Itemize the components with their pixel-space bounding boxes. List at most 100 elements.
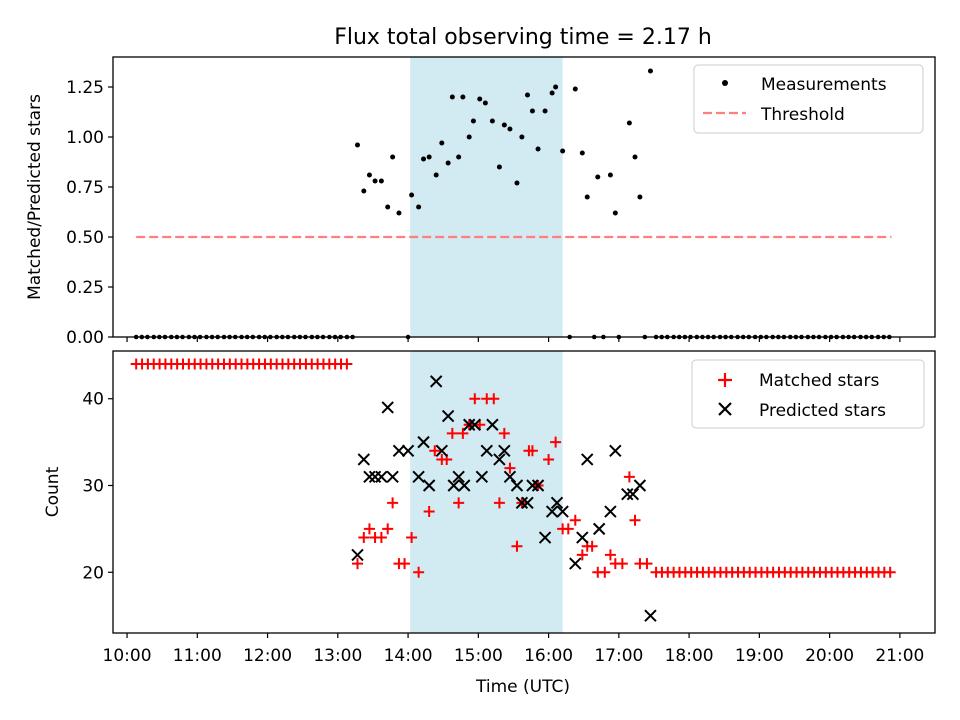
- measurement-point: [529, 108, 535, 114]
- predicted-star-marker: [576, 531, 589, 544]
- x-tick-label: 13:00: [313, 646, 362, 666]
- legend-predicted-label: Predicted stars: [759, 401, 886, 421]
- measurement-point: [496, 164, 502, 170]
- measurement-point: [535, 146, 541, 152]
- bottom-y-axis-label: Count: [43, 466, 63, 517]
- predicted-star-marker: [452, 470, 465, 484]
- matched-star-marker: [423, 506, 435, 518]
- legend-measurements-marker: [722, 80, 728, 86]
- bottom-y-tick-label: 20: [82, 563, 104, 583]
- x-tick-label: 20:00: [805, 646, 854, 666]
- measurement-point: [470, 118, 476, 124]
- bottom-legend-box: [691, 359, 925, 429]
- predicted-star-marker: [545, 505, 559, 518]
- matched-star-marker: [498, 427, 510, 439]
- measurement-point: [390, 154, 396, 160]
- legend-matched-marker: [718, 373, 732, 387]
- measurement-point: [519, 134, 525, 140]
- predicted-star-marker: [510, 479, 524, 492]
- x-tick-label: 21:00: [875, 646, 924, 666]
- predicted-star-marker: [386, 470, 399, 484]
- measurement-point: [456, 154, 462, 160]
- measurement-point: [466, 134, 472, 140]
- predicted-star-marker: [526, 479, 539, 492]
- x-tick-label: 19:00: [735, 646, 784, 666]
- predicted-star-marker: [644, 609, 657, 622]
- predicted-star-marker: [462, 418, 476, 431]
- matched-star-marker: [387, 497, 399, 509]
- matched-star-marker: [351, 558, 363, 570]
- top-highlight-span: [410, 57, 563, 337]
- matched-star-marker: [358, 532, 370, 544]
- legend-matched-label: Matched stars: [759, 371, 879, 391]
- measurement-point: [553, 84, 559, 90]
- predicted-star-marker: [581, 453, 594, 466]
- measurement-point: [421, 156, 427, 162]
- matched-star-marker: [493, 497, 505, 509]
- measurement-point: [514, 180, 520, 186]
- measurement-point: [612, 210, 618, 216]
- matched-star-marker: [576, 549, 588, 561]
- measurement-point: [572, 86, 578, 92]
- measurement-point: [489, 118, 495, 124]
- matched-star-marker: [504, 462, 516, 474]
- top-y-tick-label: 0.25: [66, 278, 104, 298]
- predicted-star-marker: [401, 444, 415, 457]
- measurement-point: [409, 192, 415, 198]
- predicted-star-marker: [592, 522, 606, 536]
- matched-star-marker: [457, 427, 469, 439]
- measurement-point: [626, 120, 632, 126]
- x-tick-label: 16:00: [524, 646, 573, 666]
- matched-star-marker: [599, 566, 611, 578]
- x-tick-label: 11:00: [173, 646, 222, 666]
- measurement-point: [354, 142, 360, 148]
- measurement-point: [595, 174, 601, 180]
- predicted-star-marker: [521, 496, 534, 510]
- predicted-star-marker: [515, 496, 529, 510]
- matched-star-marker: [641, 558, 653, 570]
- predicted-star-marker: [493, 453, 506, 466]
- predicted-star-marker: [417, 435, 430, 449]
- predicted-star-marker: [486, 418, 499, 431]
- measurement-point: [647, 68, 653, 74]
- top-legend-box: [693, 64, 924, 134]
- measurement-point: [439, 140, 445, 146]
- measurement-point: [584, 194, 590, 200]
- measurement-point: [416, 204, 422, 210]
- matched-star-marker: [446, 427, 458, 439]
- top-panel: 0.00 0.25 0.50 0.75 1.00 1.25 Matched/Predict…: [25, 56, 936, 348]
- matched-star-marker: [341, 358, 353, 370]
- predicted-star-marker: [569, 557, 582, 570]
- matched-star-marker: [884, 566, 896, 578]
- predicted-star-marker: [351, 548, 364, 562]
- legend-predicted-marker: [718, 402, 732, 416]
- predicted-star-marker: [375, 470, 388, 484]
- x-tick-label: 18:00: [665, 646, 714, 666]
- top-y-tick-label: 1.00: [66, 128, 104, 148]
- measurement-point: [632, 154, 638, 160]
- predicted-star-marker: [633, 479, 647, 492]
- measurement-point: [607, 172, 613, 178]
- matched-star-marker: [586, 540, 598, 552]
- measurement-point: [482, 100, 488, 106]
- measurement-point: [449, 94, 455, 100]
- top-legend: Measurements Threshold: [693, 64, 924, 134]
- matched-star-marker: [413, 566, 425, 578]
- predicted-star-marker: [363, 470, 376, 484]
- bottom-axes-frame: [112, 350, 936, 634]
- measurement-point: [372, 178, 378, 184]
- matched-star-marker: [543, 453, 555, 465]
- predicted-star-marker: [556, 505, 569, 518]
- matched-star-marker: [511, 540, 523, 552]
- legend-threshold-label: Threshold: [760, 105, 845, 125]
- predicted-star-marker: [392, 444, 406, 457]
- matched-star-marker: [399, 558, 411, 570]
- predicted-star-marker: [475, 470, 489, 484]
- matched-star-marker: [629, 514, 641, 526]
- measurement-point: [460, 94, 466, 100]
- predicted-star-marker: [480, 444, 493, 457]
- predicted-star-marker: [604, 505, 617, 518]
- measurement-point: [549, 90, 555, 96]
- measurement-point: [507, 126, 513, 132]
